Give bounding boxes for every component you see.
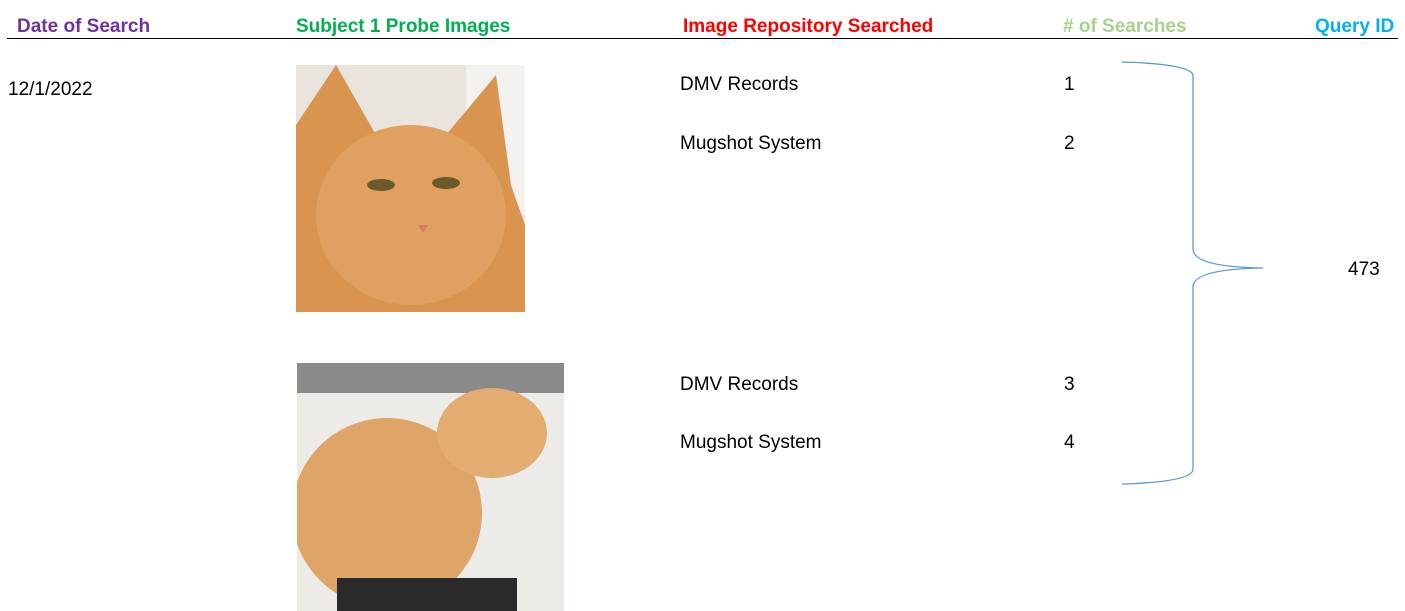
header-underline [7, 38, 1398, 39]
probe-image [297, 363, 564, 611]
search-count: 3 [1064, 374, 1075, 395]
probe-image [296, 65, 525, 312]
column-header: Date of Search [17, 16, 151, 37]
repository: Mugshot System [680, 432, 822, 453]
column-header: # of Searches [1063, 16, 1187, 37]
repository: Mugshot System [680, 133, 822, 154]
query-id: 473 [1348, 259, 1380, 280]
column-header: Subject 1 Probe Images [296, 16, 511, 37]
column-header: Query ID [1315, 16, 1395, 37]
repository: DMV Records [680, 374, 799, 395]
search-count: 1 [1064, 74, 1075, 95]
search-count: 2 [1064, 133, 1075, 154]
search-count: 4 [1064, 432, 1075, 453]
repository: DMV Records [680, 74, 799, 95]
search-date: 12/1/2022 [8, 79, 93, 100]
column-header: Image Repository Searched [683, 16, 934, 37]
brace [1121, 61, 1264, 485]
